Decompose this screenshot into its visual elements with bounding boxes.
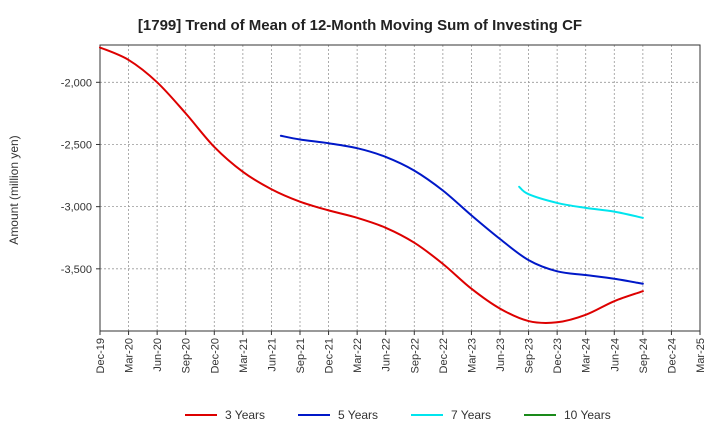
x-tick-label: Dec-23	[552, 338, 564, 373]
plot-area	[99, 44, 701, 332]
x-tick-label: Mar-21	[238, 338, 250, 373]
legend: 3 Years 5 Years 7 Years 10 Years	[185, 408, 611, 422]
x-tick-label: Mar-20	[124, 338, 136, 373]
x-tick-label: Mar-25	[695, 338, 707, 373]
x-tick-label: Mar-22	[352, 338, 364, 373]
x-tick-label: Dec-19	[95, 338, 107, 373]
y-axis: -2,000 -2,500 -3,000 -3,500	[61, 77, 100, 276]
x-tick-label: Jun-24	[609, 338, 621, 372]
x-tick-label: Jun-20	[152, 338, 164, 372]
series-line-3-years	[99, 46, 644, 324]
x-tick-label: Sep-24	[638, 338, 650, 373]
x-tick-label: Dec-22	[438, 338, 450, 373]
x-tick-label: Mar-23	[466, 338, 478, 373]
x-tick-label: Mar-24	[581, 338, 593, 373]
legend-label-10-years: 10 Years	[564, 408, 611, 422]
x-tick-label: Sep-22	[409, 338, 421, 373]
chart-title: [1799] Trend of Mean of 12-Month Moving …	[138, 17, 582, 34]
legend-label-3-years: 3 Years	[225, 408, 265, 422]
x-tick-label: Jun-22	[381, 338, 393, 372]
x-tick-label: Dec-24	[666, 338, 678, 373]
y-tick-label: -2,500	[61, 139, 92, 151]
legend-label-5-years: 5 Years	[338, 408, 378, 422]
y-tick-label: -3,500	[61, 264, 92, 276]
x-tick-label: Sep-23	[524, 338, 536, 373]
x-axis: Dec-19 Mar-20 Jun-20 Sep-20 Dec-20 Mar-21 Jun-…	[95, 331, 707, 373]
x-tick-label: Jun-23	[495, 338, 507, 372]
series-line-5-years	[279, 134, 644, 285]
y-axis-label: Amount (million yen)	[7, 135, 21, 244]
y-tick-label: -3,000	[61, 202, 92, 214]
x-tick-label: Jun-21	[266, 338, 278, 372]
y-tick-label: -2,000	[61, 77, 92, 89]
x-tick-label: Dec-20	[209, 338, 221, 373]
x-tick-label: Sep-20	[181, 338, 193, 373]
x-tick-label: Sep-21	[295, 338, 307, 373]
legend-label-7-years: 7 Years	[451, 408, 491, 422]
grid	[99, 45, 701, 331]
series-line-7-years	[518, 185, 644, 219]
series-lines	[99, 46, 644, 324]
x-tick-label: Dec-21	[324, 338, 336, 373]
